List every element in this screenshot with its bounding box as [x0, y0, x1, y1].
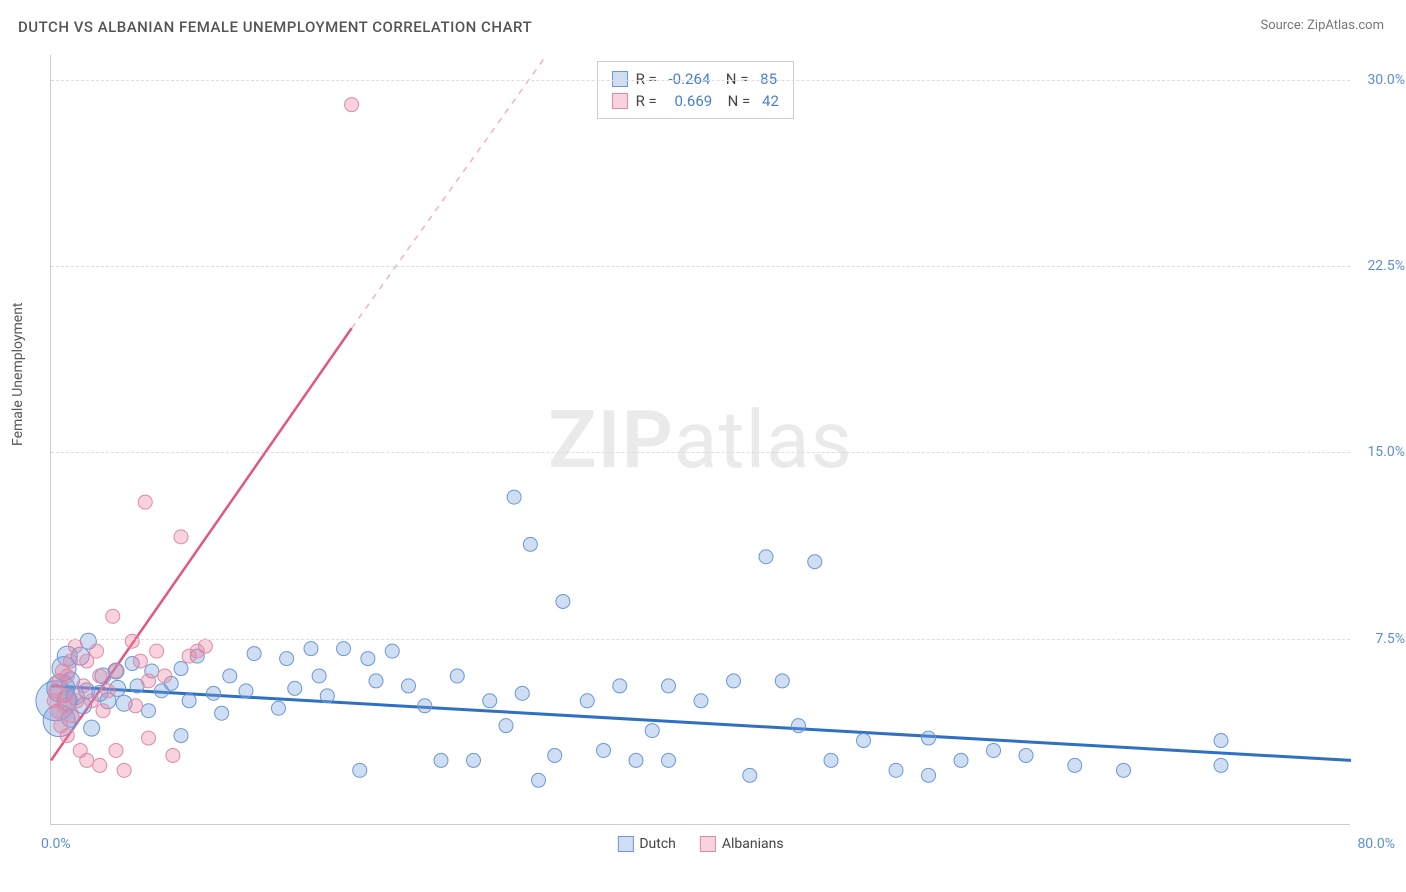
- legend-bottom: Dutch Albanians: [617, 836, 783, 852]
- legend-item-albanians: Albanians: [700, 836, 784, 852]
- xtick-label: 80.0%: [1357, 836, 1395, 852]
- source-name: ZipAtlas.com: [1307, 18, 1384, 33]
- chart-container: DUTCH VS ALBANIAN FEMALE UNEMPLOYMENT CO…: [0, 0, 1406, 892]
- gridline: [51, 452, 1350, 453]
- ytick-label: 15.0%: [1367, 444, 1405, 460]
- ytick-label: 7.5%: [1375, 631, 1405, 647]
- chart-svg: [51, 55, 1350, 824]
- gridline: [51, 639, 1350, 640]
- gridline: [51, 80, 1350, 81]
- legend-swatch-dutch: [617, 836, 633, 852]
- xtick-label: 0.0%: [41, 836, 71, 852]
- chart-title: DUTCH VS ALBANIAN FEMALE UNEMPLOYMENT CO…: [18, 18, 532, 36]
- source-label: Source: ZipAtlas.com: [1260, 18, 1384, 33]
- ytick-label: 30.0%: [1367, 72, 1405, 88]
- y-axis-label: Female Unemployment: [10, 302, 26, 446]
- legend-swatch-albanians: [700, 836, 716, 852]
- gridline: [51, 266, 1350, 267]
- ytick-label: 22.5%: [1367, 258, 1405, 274]
- legend-item-dutch: Dutch: [617, 836, 676, 852]
- plot-area: ZIPatlas R = -0.264 N = 85 R = 0.669 N =…: [50, 55, 1350, 825]
